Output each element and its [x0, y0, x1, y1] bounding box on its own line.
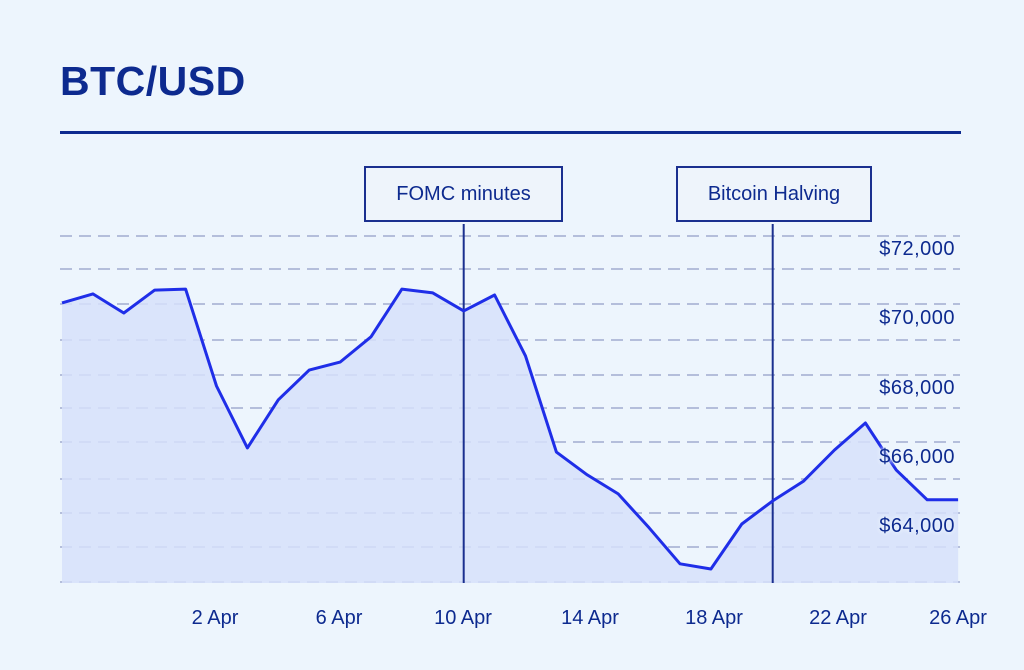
x-tick-label: 18 Apr [685, 607, 743, 629]
y-tick-label: $72,000 [879, 238, 955, 260]
price-area [62, 289, 959, 583]
x-tick-label: 26 Apr [929, 607, 987, 629]
x-tick-label: 6 Apr [315, 607, 363, 629]
event-lines [462, 224, 774, 583]
y-tick-label: $68,000 [879, 377, 955, 399]
y-tick-label: $70,000 [879, 307, 955, 329]
x-tick-label: 2 Apr [191, 607, 239, 629]
y-tick-label: $64,000 [879, 515, 955, 537]
y-tick-label: $66,000 [879, 446, 955, 468]
x-tick-label: 14 Apr [561, 607, 619, 629]
chart-title: BTC/USD [60, 58, 246, 104]
annotation-bitcoin-halving: Bitcoin Halving [676, 166, 872, 222]
price-line [61, 287, 959, 571]
annotation-label: Bitcoin Halving [707, 182, 841, 205]
title-divider [60, 131, 961, 134]
x-tick-label: 22 Apr [809, 607, 867, 629]
annotation-fomc-minutes: FOMC minutes [364, 166, 563, 222]
x-tick-label: 10 Apr [434, 607, 492, 629]
annotation-label: FOMC minutes [396, 182, 531, 205]
